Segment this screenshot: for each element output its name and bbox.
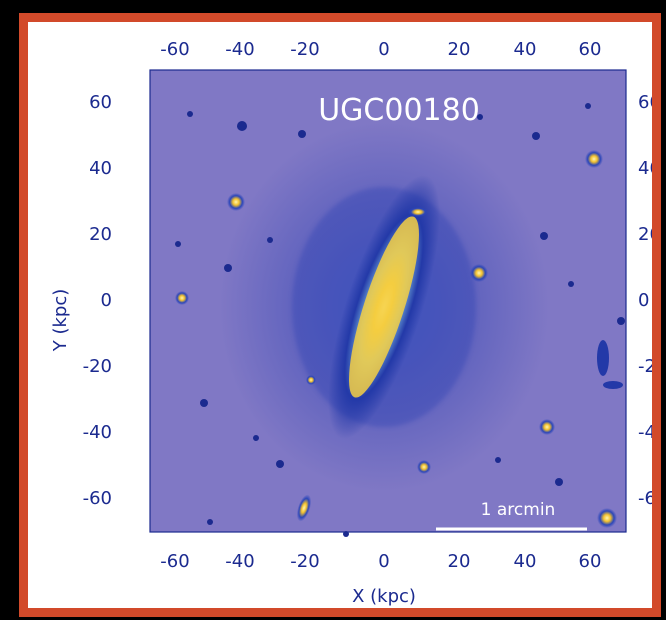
x-tick-label: 20 <box>448 39 471 60</box>
x-tick-label: -60 <box>160 39 189 60</box>
y-tick-label: -40 <box>83 422 112 443</box>
source <box>585 150 603 168</box>
x-tick-label: -60 <box>160 551 189 572</box>
speck <box>267 237 273 243</box>
speck <box>224 264 232 272</box>
y-tick-label: -20 <box>638 356 652 377</box>
speck <box>555 478 563 486</box>
source <box>408 207 428 217</box>
speck <box>175 241 181 247</box>
galaxy-figure: -60 -40 -20 0 20 40 60 -60 -40 -20 0 20 … <box>50 39 652 607</box>
source <box>306 375 316 385</box>
y-axis-label: Y (kpc) <box>50 289 71 353</box>
source <box>175 291 189 305</box>
y-tick-label: 60 <box>89 92 112 113</box>
figure-panel: -60 -40 -20 0 20 40 60 -60 -40 -20 0 20 … <box>19 13 661 617</box>
speck <box>477 114 483 120</box>
x-tick-label: 0 <box>378 551 389 572</box>
y-tick-label: -60 <box>83 488 112 509</box>
x-tick-label: 60 <box>579 551 602 572</box>
x-tick-label: -40 <box>225 551 254 572</box>
x-tick-label: -40 <box>225 39 254 60</box>
x-tick-label: 40 <box>514 551 537 572</box>
speck <box>585 103 591 109</box>
y-tick-label: -40 <box>638 422 652 443</box>
object-title: UGC00180 <box>318 93 480 128</box>
x-tick-label: 20 <box>448 551 471 572</box>
y-tick-label: -20 <box>83 356 112 377</box>
source <box>597 340 609 376</box>
x-tick-label: 40 <box>514 39 537 60</box>
y-tick-label: 20 <box>638 224 652 245</box>
x-tick-label: 0 <box>378 39 389 60</box>
source <box>417 460 431 474</box>
x-tick-label: 60 <box>579 39 602 60</box>
speck <box>617 317 625 325</box>
y-tick-label: 40 <box>638 158 652 179</box>
source <box>597 508 617 528</box>
x-tick-label: -20 <box>290 39 319 60</box>
speck <box>253 435 259 441</box>
x-axis-label: X (kpc) <box>352 586 416 607</box>
y-tick-label: 0 <box>101 290 112 311</box>
y-tick-label: 0 <box>638 290 649 311</box>
y-tick-label: 20 <box>89 224 112 245</box>
plot-frame <box>149 69 627 533</box>
x-tick-label: -20 <box>290 551 319 572</box>
speck <box>200 399 208 407</box>
speck <box>495 457 501 463</box>
speck <box>298 130 306 138</box>
speck <box>540 232 548 240</box>
speck <box>207 519 213 525</box>
source <box>296 494 312 522</box>
source <box>603 381 623 389</box>
speck <box>237 121 247 131</box>
galaxy-core <box>349 216 419 398</box>
source <box>227 193 245 211</box>
source <box>539 419 555 435</box>
source <box>470 264 488 282</box>
y-tick-label: 60 <box>638 92 652 113</box>
speck <box>532 132 540 140</box>
scale-bar-label: 1 arcmin <box>481 500 556 520</box>
speck <box>276 460 284 468</box>
y-tick-label: 40 <box>89 158 112 179</box>
speck <box>187 111 193 117</box>
y-tick-label: -60 <box>638 488 652 509</box>
speck <box>568 281 574 287</box>
